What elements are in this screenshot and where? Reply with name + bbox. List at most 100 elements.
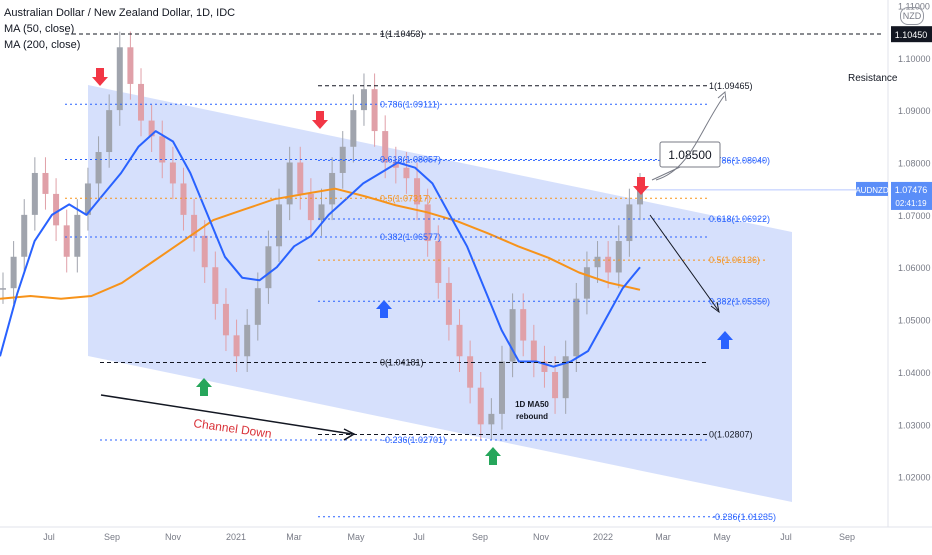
candle-body (371, 89, 378, 132)
candle-body (254, 288, 261, 325)
candle-body (414, 178, 421, 205)
candle-body (63, 225, 70, 257)
candle-body (467, 356, 474, 388)
fib-level-label: 0.618(1.08057) (380, 155, 441, 165)
candle-body (212, 267, 219, 304)
price-tick-label: 1.04000 (898, 368, 931, 378)
price-tick-label: 1.09000 (898, 106, 931, 116)
candle-body (42, 172, 49, 194)
candle-body (169, 162, 176, 184)
price-tick-label: 1.11000 (898, 1, 930, 11)
projection-line-down (649, 214, 719, 311)
projection-curve-up (655, 95, 725, 181)
time-tick-label: Mar (286, 532, 302, 542)
price-tick-label: 1.03000 (898, 420, 931, 430)
fib-level-label: 0(1.02807) (709, 429, 753, 439)
target-callout-box (659, 141, 721, 168)
channel-trend-arrow (100, 394, 353, 435)
fib-level-label: -0.236(1.02701) (382, 435, 446, 445)
candle-body (31, 172, 38, 215)
ma200-legend[interactable]: MA (200, close) (4, 39, 81, 51)
bottom-arrow-up (485, 447, 501, 465)
sell-arrow-down (633, 177, 649, 195)
candle-body (297, 162, 304, 194)
candle-body (21, 214, 28, 257)
ma200-line (0, 187, 641, 300)
bottom-arrow-up (196, 378, 212, 396)
target-callout-text: 1.08500 (668, 148, 712, 162)
candle-body (307, 193, 314, 221)
price-tick-label: 1.02000 (898, 473, 931, 483)
currency-badge[interactable]: NZD (900, 7, 924, 25)
time-tick-label: Nov (533, 532, 550, 542)
rebound-label-line2: rebound (516, 412, 548, 421)
candle-body (530, 340, 537, 362)
candle-body (201, 235, 208, 268)
candle-body (10, 256, 17, 289)
fib-level-label: 0.5(1.07317) (380, 193, 431, 203)
candle-body (445, 282, 452, 325)
price-tick-label: 1.10000 (898, 54, 931, 64)
candle-body (520, 309, 527, 341)
candle-body (318, 204, 325, 221)
sell-arrow-down (312, 111, 328, 129)
candle-body (191, 214, 198, 236)
symbol-text: AUDNZD (855, 186, 889, 195)
candle-body (95, 152, 102, 184)
candle-body (127, 47, 134, 84)
candle-body (233, 335, 240, 357)
candle-body (360, 89, 367, 111)
candle-body (637, 188, 643, 205)
time-tick-label: Nov (165, 532, 182, 542)
fib-level-label: -0.236(1.01235) (712, 512, 776, 522)
candle-body (594, 256, 601, 268)
sell-arrow-down (92, 68, 108, 86)
time-tick-label: May (713, 532, 731, 542)
candle-body (573, 298, 580, 357)
ma50-legend[interactable]: MA (50, close) (4, 23, 75, 35)
buy-arrow-up (717, 331, 733, 349)
time-tick-label: Sep (104, 532, 120, 542)
candle-body (541, 361, 548, 372)
candle-body (583, 267, 590, 299)
price-tick-label: 1.07000 (898, 211, 931, 221)
candle-body (498, 361, 505, 414)
fib-level-label: 0(1.04181) (380, 358, 424, 368)
candle-body (435, 241, 442, 283)
last-price-badge (891, 181, 932, 210)
projection-arrow-down (710, 301, 720, 314)
candle-body (392, 162, 399, 168)
candle-body (265, 246, 272, 289)
candle-body (180, 183, 187, 215)
fib-level-label: 0.786(1.08040) (709, 155, 770, 165)
price-tick-label: 1.06000 (898, 263, 931, 273)
candle-body (106, 110, 113, 153)
time-tick-label: Sep (839, 532, 855, 542)
candle-body (350, 110, 357, 147)
chart-title: Australian Dollar / New Zealand Dollar, … (4, 7, 236, 19)
fib-level-label: 0.618(1.06922) (709, 214, 770, 224)
descending-channel (88, 85, 792, 502)
price-tick-label: 1.08000 (898, 158, 931, 168)
candle-body (509, 309, 516, 362)
candle-body (403, 167, 410, 179)
time-tick-label: Jul (43, 532, 55, 542)
fib-level-label: 0.786(1.09111) (380, 99, 440, 109)
candle-body (626, 204, 633, 242)
fib-level-label: 0.382(1.06577) (380, 232, 441, 242)
last-price-text: 1.07476 (895, 185, 928, 195)
fib-level-label: 1(1.10453) (380, 29, 424, 39)
time-tick-label: Jul (413, 532, 425, 542)
candle-body (286, 162, 293, 205)
projection-arrowhead (717, 91, 727, 102)
candle-body (488, 413, 495, 425)
time-tick-label: 2022 (593, 532, 613, 542)
rebound-label-line1: 1D MA50 (515, 400, 549, 409)
candle-body (148, 120, 155, 137)
time-tick-label: 2021 (226, 532, 246, 542)
candle-body (552, 371, 559, 399)
candle-body (605, 256, 612, 273)
resistance-price-badge (891, 26, 932, 43)
